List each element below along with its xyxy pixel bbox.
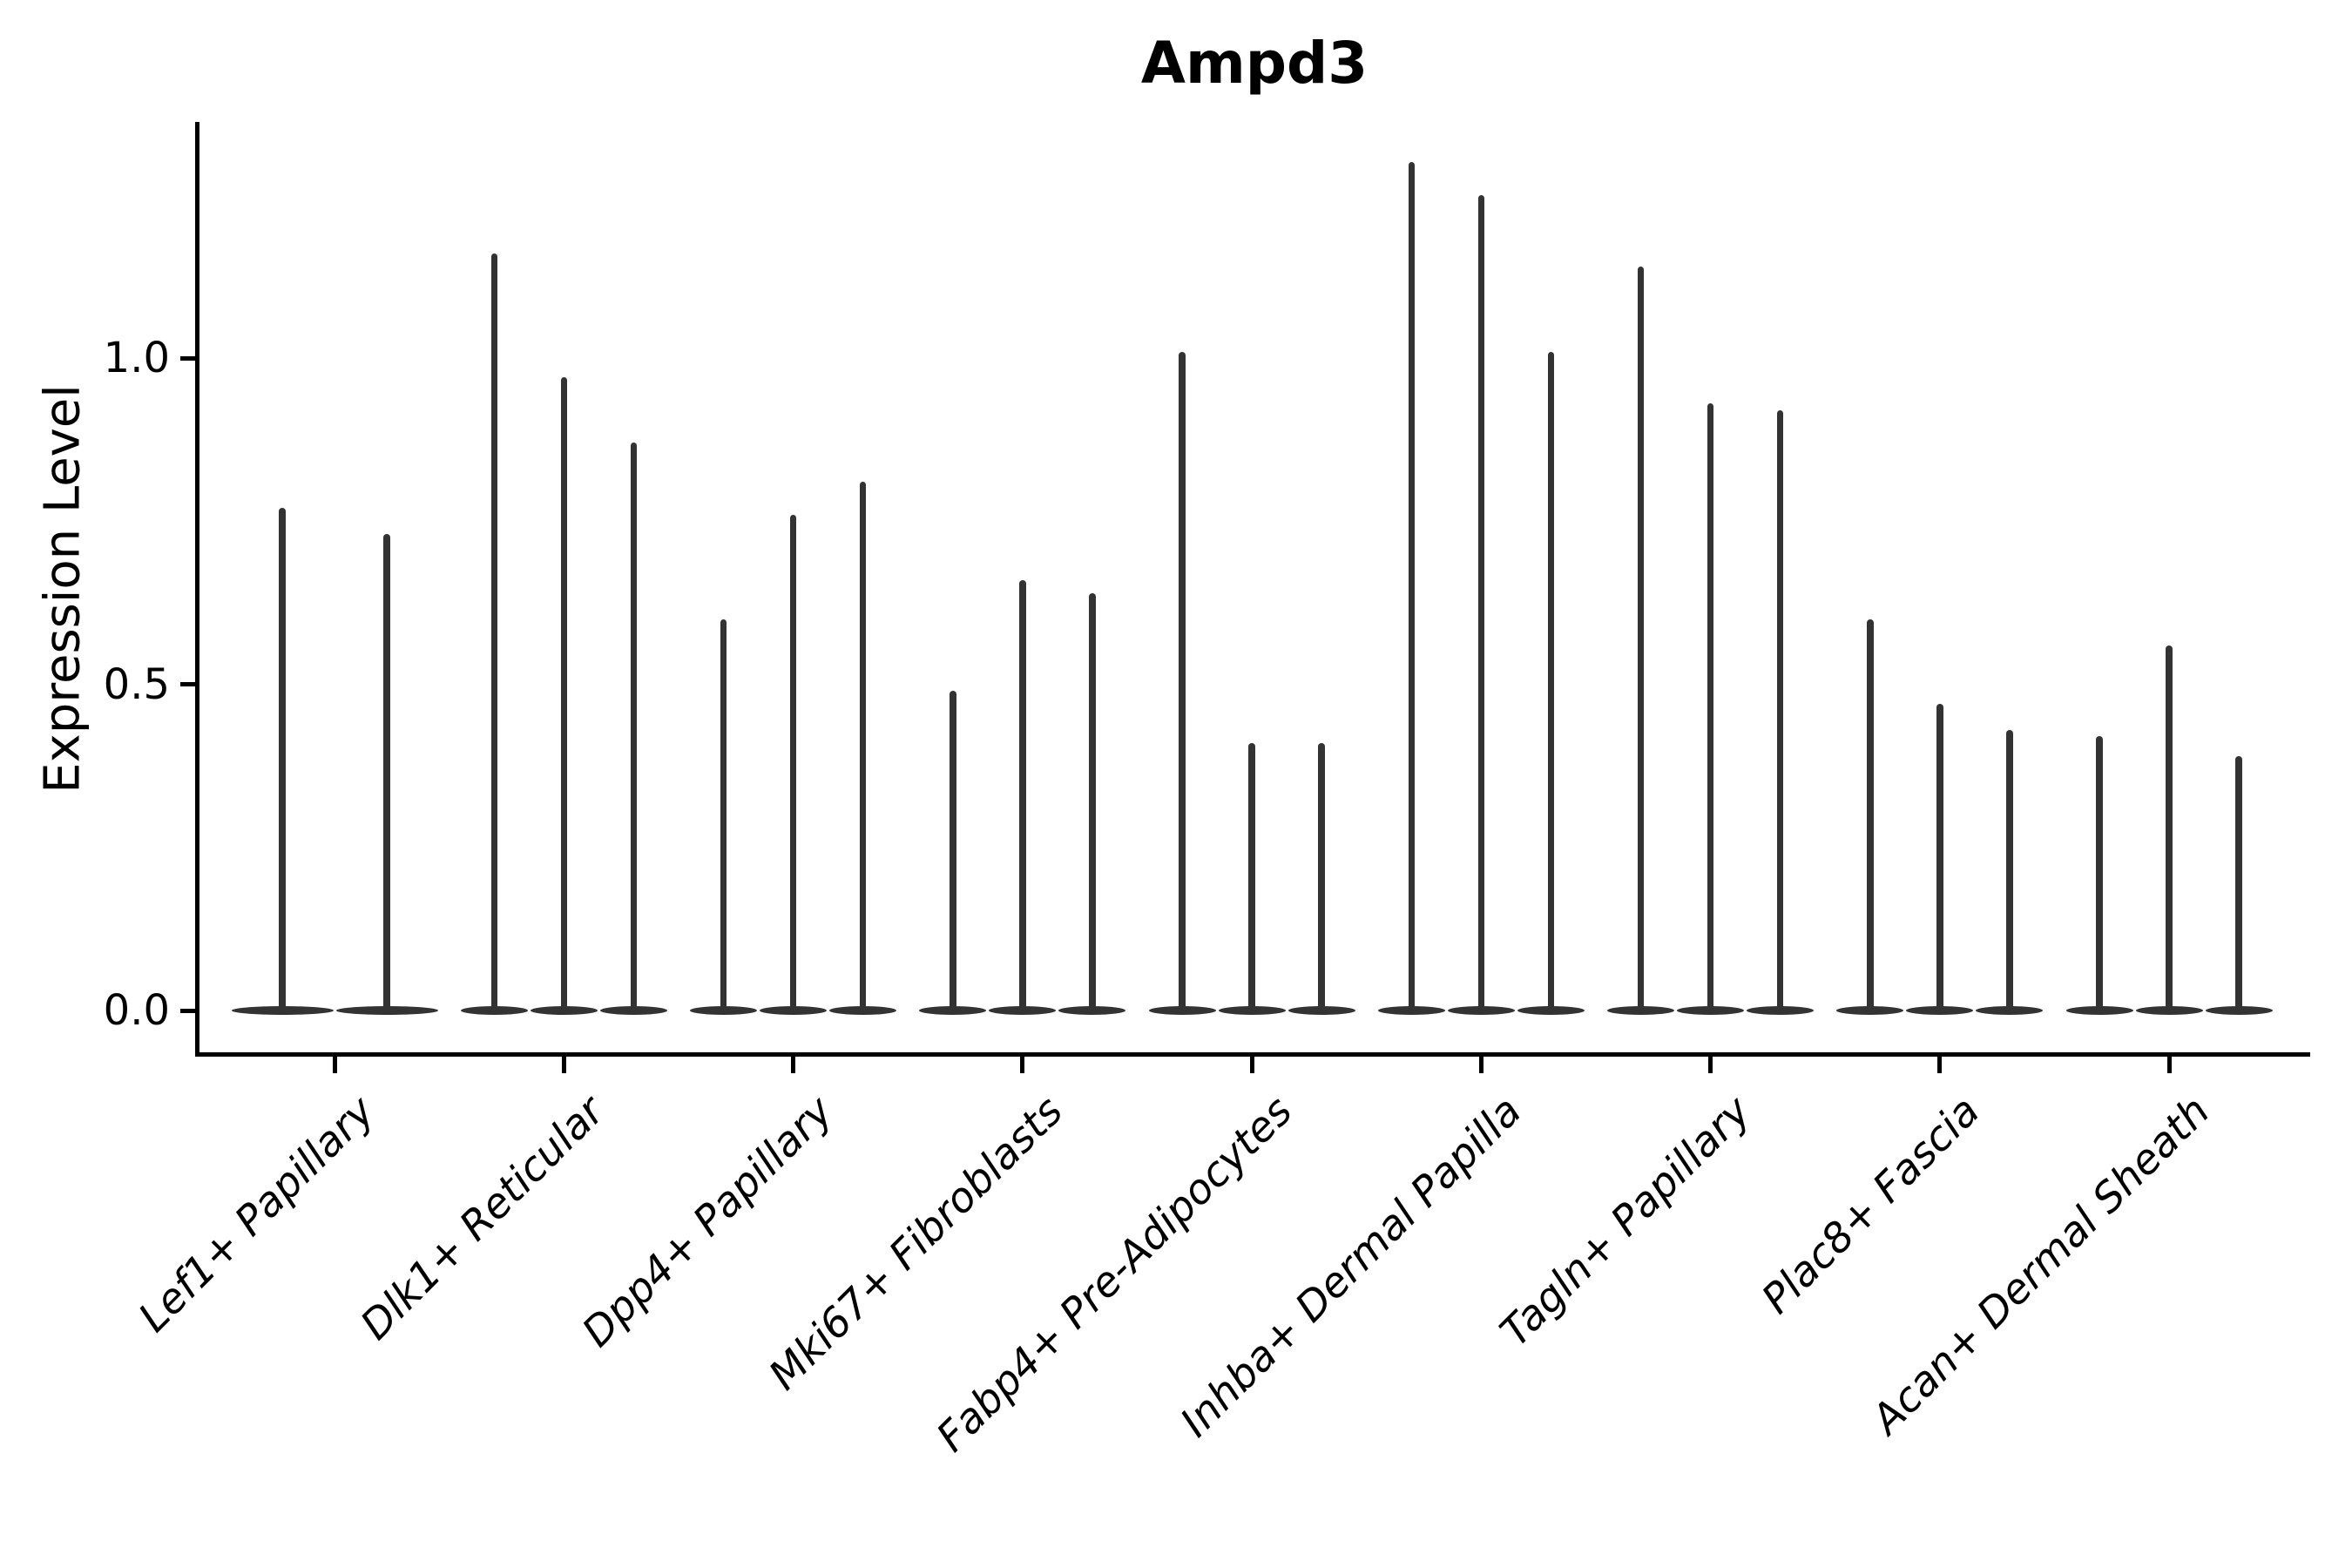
x-tick-mark: [1937, 1057, 1943, 1073]
violin-spike: [2006, 729, 2013, 1013]
violin-spike: [383, 534, 390, 1013]
violin-spike: [560, 377, 567, 1013]
x-tick-label: Dpp4+ Papillary: [573, 1087, 843, 1357]
violin-spike: [2166, 645, 2173, 1013]
violin-spike: [1318, 742, 1325, 1013]
violin-spike: [1637, 267, 1645, 1013]
y-tick-mark: [180, 682, 198, 686]
y-axis-spine: [195, 122, 199, 1057]
violin-spike: [1179, 351, 1186, 1013]
violin-spike: [630, 443, 637, 1013]
violin-spike: [2235, 755, 2242, 1013]
y-tick-mark: [180, 1008, 198, 1013]
x-tick-mark: [1249, 1057, 1254, 1073]
violin-spike: [1089, 592, 1096, 1013]
y-axis-label: Expression Level: [34, 384, 91, 794]
x-axis-spine: [195, 1052, 2310, 1057]
x-tick-mark: [2166, 1057, 2172, 1073]
violin-spike: [1936, 703, 1943, 1013]
violin-spike: [789, 514, 797, 1013]
x-tick-label: Lef1+ Papillary: [129, 1087, 384, 1342]
violin-spike: [1776, 409, 1784, 1013]
x-tick-mark: [561, 1057, 566, 1073]
violin-spike: [1707, 403, 1714, 1013]
chart-title: Ampd3: [1140, 30, 1369, 97]
x-tick-mark: [1478, 1057, 1484, 1073]
violin-spike: [1019, 579, 1026, 1013]
violin-spike: [950, 690, 956, 1013]
x-tick-label: Plac8+ Fascia: [1753, 1087, 1990, 1324]
x-tick-mark: [1020, 1057, 1025, 1073]
y-tick-mark: [180, 355, 198, 361]
violin-spike: [490, 253, 497, 1013]
x-tick-label: Tagln+ Papillary: [1490, 1087, 1761, 1356]
violin-spike: [1248, 742, 1255, 1013]
y-tick-label: 0.0: [103, 986, 170, 1035]
violin-spike: [1408, 162, 1415, 1013]
y-tick-label: 1.0: [103, 334, 170, 382]
x-tick-mark: [1708, 1057, 1713, 1073]
violin-spike: [720, 618, 727, 1013]
violin-spike: [859, 482, 867, 1013]
violin-spike: [1547, 351, 1554, 1013]
violin-spike: [279, 508, 286, 1013]
violin-spike: [1477, 194, 1484, 1013]
x-tick-mark: [791, 1057, 795, 1073]
y-tick-label: 0.5: [103, 659, 170, 709]
violin-spike: [2096, 736, 2103, 1013]
violin-spike: [1867, 618, 1874, 1013]
x-tick-mark: [332, 1057, 337, 1073]
x-tick-label: Dlk1+ Reticular: [351, 1087, 614, 1349]
